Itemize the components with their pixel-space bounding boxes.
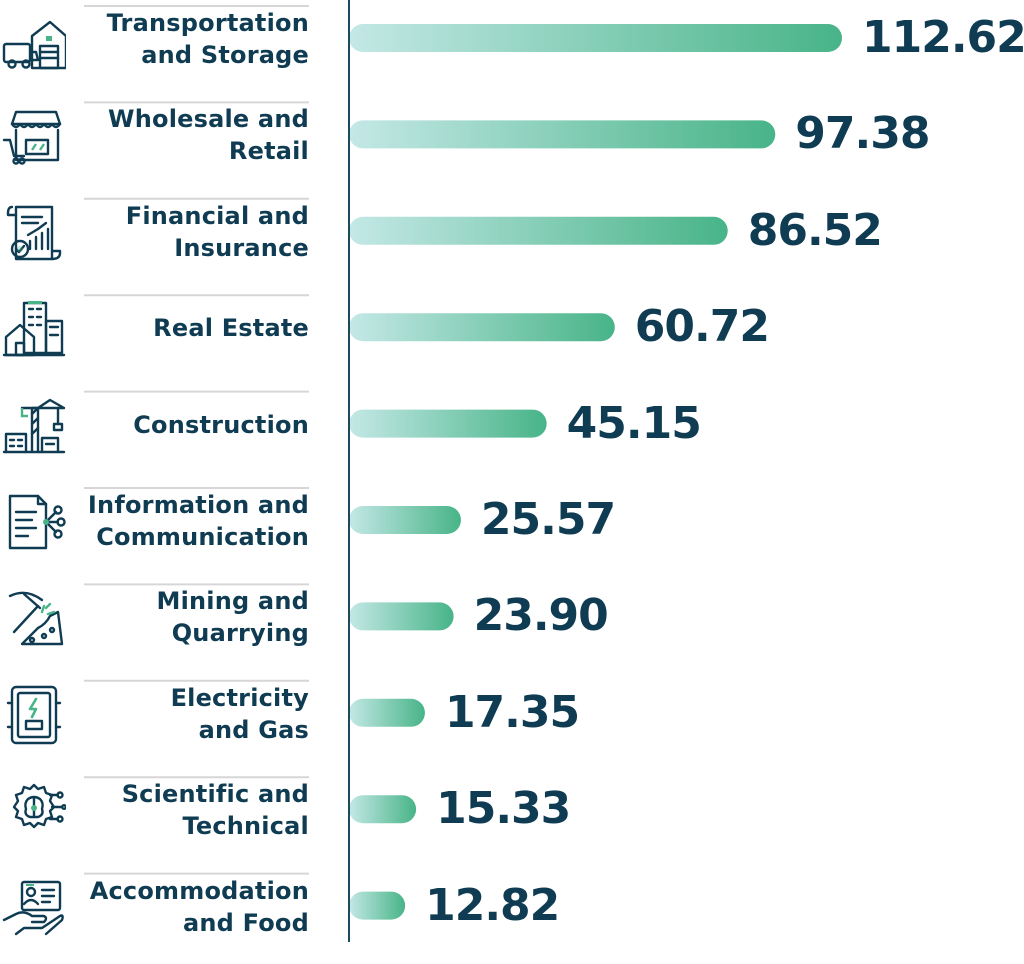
category-label: Real Estate	[60, 312, 309, 344]
value-label: 97.38	[795, 108, 930, 160]
category-label: Mining and Quarrying	[60, 585, 309, 649]
construction-crane-icon	[2, 398, 66, 453]
category-label-line: Insurance	[174, 233, 309, 262]
value-label: 15.33	[436, 783, 571, 835]
document-network-icon	[8, 494, 66, 550]
category-label: Accommodation and Food	[60, 875, 309, 939]
category-label-line: and Food	[183, 908, 309, 937]
category-label-line: Real Estate	[153, 314, 309, 343]
category-label-line: Retail	[228, 137, 309, 166]
pickaxe-icon	[8, 592, 64, 646]
bar	[349, 698, 425, 727]
category-label-line: Financial and	[125, 201, 309, 230]
bar	[349, 313, 615, 342]
value-label: 17.35	[444, 686, 580, 738]
category-label-line: Transportation	[106, 9, 309, 37]
category-label-line: and Gas	[198, 715, 309, 744]
category-label: Construction	[60, 409, 309, 441]
bar	[349, 24, 842, 52]
value-label: 112.62	[862, 12, 1024, 63]
bar	[349, 216, 728, 245]
storefront-icon	[2, 111, 62, 166]
value-label: 25.57	[480, 494, 616, 545]
hand-card-icon	[2, 880, 64, 935]
warehouse-truck-icon	[2, 20, 66, 70]
category-label-line: Technical	[182, 812, 309, 841]
category-label-line: Accommodation	[89, 876, 309, 905]
financial-report-icon	[6, 205, 62, 260]
electrical-panel-icon	[6, 685, 62, 744]
value-label: 45.15	[566, 397, 702, 449]
category-label-line: Communication	[96, 523, 309, 551]
bar	[349, 506, 461, 534]
category-label-line: Information and	[87, 491, 309, 519]
category-label-line: Wholesale and	[108, 105, 309, 134]
bar	[349, 602, 454, 631]
value-label: 60.72	[634, 301, 770, 353]
bar	[349, 409, 547, 438]
category-label: Transportation and Storage	[60, 7, 309, 71]
value-label: 23.90	[473, 590, 609, 642]
category-label: Scientific and Technical	[60, 778, 309, 842]
brain-gear-icon	[12, 783, 66, 829]
category-label: Information and Communication	[60, 489, 309, 553]
category-label-line: and Storage	[141, 41, 309, 69]
category-label: Financial and Insurance	[60, 200, 309, 264]
bar	[349, 120, 776, 149]
category-label-line: Electricity	[170, 683, 309, 712]
value-label: 86.52	[747, 204, 883, 256]
bar	[349, 795, 417, 824]
category-label: Electricity and Gas	[60, 682, 309, 746]
bar	[349, 891, 406, 920]
category-label: Wholesale and Retail	[60, 103, 309, 167]
category-label-line: Scientific and	[121, 780, 309, 809]
value-label: 12.82	[425, 879, 560, 931]
category-label-line: Construction	[133, 410, 309, 439]
buildings-icon	[2, 301, 66, 357]
category-label-line: Quarrying	[171, 619, 309, 648]
category-label-line: Mining and	[156, 587, 309, 616]
